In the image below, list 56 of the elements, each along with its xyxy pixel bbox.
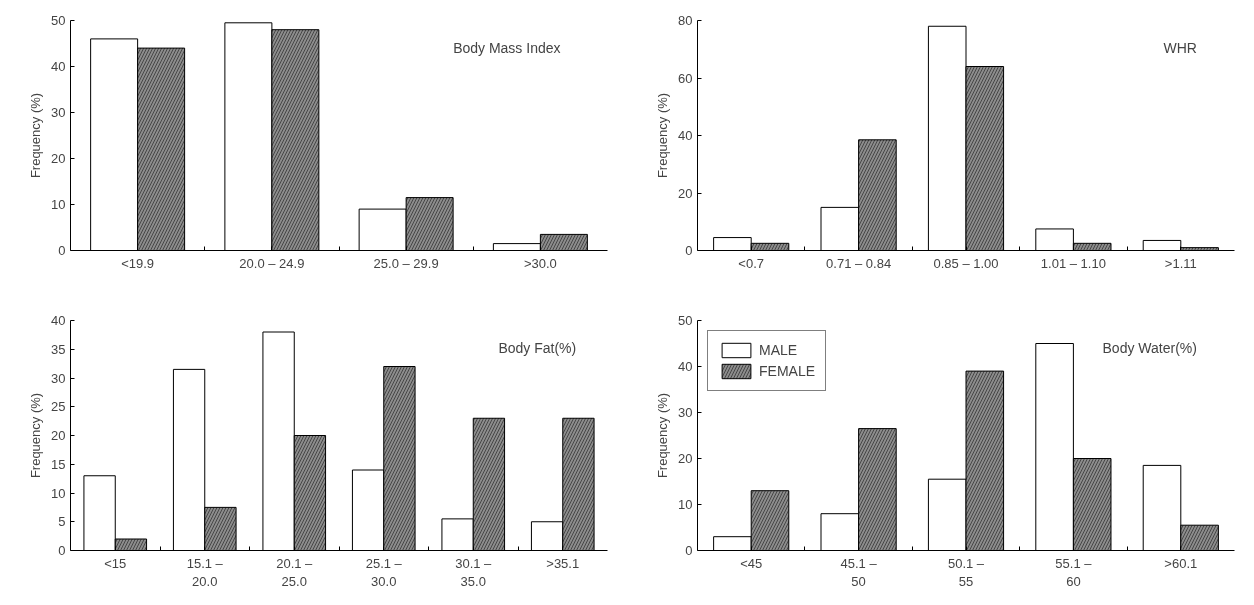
y-tick-label: 40 [51,59,66,74]
y-axis-title: Frequency (%) [655,392,671,479]
x-tick-label: >30.0 [523,255,557,271]
y-tick-label: 15 [51,456,66,472]
text: Body Water(%) [1102,340,1197,357]
x-tick-label: 30.1 – 35.0 [455,555,493,589]
y-tick-label: 20 [678,185,693,201]
x-tick-label: 0.85 – 1.00 [933,255,999,271]
x-tick-label: 55.1 – 60 [1055,555,1093,589]
x-tick-label: <15 [104,555,127,571]
y-axis-title: Frequency (%) [28,392,44,479]
y-tick-label: 5 [58,514,66,530]
y-tick-label: 20 [51,428,66,443]
y-tick-label: 80 [678,13,693,28]
text: WHR [1163,40,1197,57]
x-tick-label: 15.1 – 20.0 [186,555,224,589]
text: Body Mass Index [453,40,561,57]
x-tick-label: 20.0 – 24.9 [239,255,305,271]
y-tick-label: 30 [51,105,66,120]
text: Body Fat(%) [498,340,577,357]
y-tick-label: 0 [58,543,66,558]
x-tick-label: >60.1 [1164,555,1198,571]
y-axis-title: Frequency (%) [655,92,671,179]
legend-label: FEMALE [759,363,816,379]
x-tick-label: 25.0 – 29.9 [373,255,439,271]
x-tick-label: 45.1 – 50 [840,555,878,589]
y-tick-label: 0 [685,243,693,258]
x-tick-label: <45 [740,555,763,571]
y-tick-label: 35 [51,341,66,357]
y-tick-label: 30 [678,405,693,420]
y-tick-label: 40 [678,359,693,374]
y-tick-label: 20 [51,151,66,166]
y-tick-label: 30 [51,370,66,386]
y-tick-label: 50 [51,13,66,28]
x-tick-label: >35.1 [546,555,580,571]
x-tick-label: 20.1 – 25.0 [276,555,314,589]
y-tick-label: 10 [678,497,693,512]
y-tick-label: 40 [51,313,66,328]
y-tick-label: 25 [51,399,66,415]
x-tick-label: 25.1 – 30.0 [365,555,403,589]
y-tick-label: 10 [51,197,66,212]
y-tick-label: 50 [678,313,693,328]
y-tick-label: 60 [678,70,693,86]
y-tick-label: 20 [678,451,693,466]
x-tick-label: 0.71 – 0.84 [826,255,892,271]
x-tick-label: >1.11 [1164,255,1197,271]
y-tick-label: 0 [58,243,66,258]
x-tick-label: <0.7 [738,255,765,271]
y-tick-label: 10 [51,485,66,501]
legend-label: MALE [759,342,798,358]
y-tick-label: 40 [678,128,693,143]
y-axis-title: Frequency (%) [28,92,44,179]
y-tick-label: 0 [685,543,693,558]
x-tick-label: <19.9 [121,255,155,271]
x-tick-label: 1.01 – 1.10 [1040,255,1106,271]
x-tick-label: 50.1 – 55 [947,555,985,589]
